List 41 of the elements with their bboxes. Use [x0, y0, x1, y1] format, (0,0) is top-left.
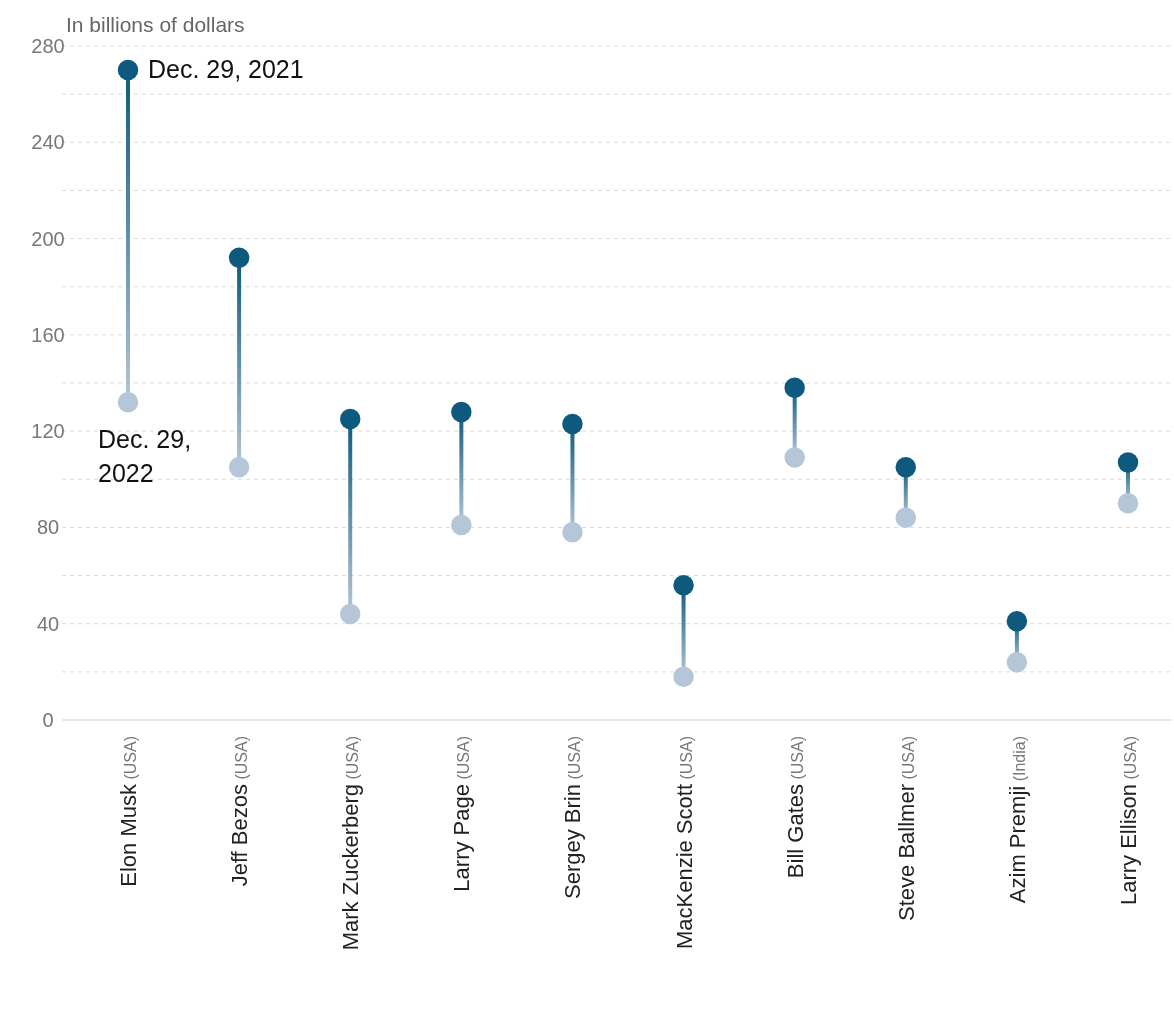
y-tick-label: 80 — [36, 516, 60, 539]
point — [673, 666, 694, 687]
point — [451, 514, 472, 536]
x-tick-label: Elon Musk (USA) — [116, 736, 141, 887]
point — [117, 59, 139, 81]
point — [784, 377, 805, 399]
point — [228, 457, 250, 478]
point — [228, 247, 250, 269]
x-tick-label: Mark Zuckerberg (USA) — [338, 736, 364, 951]
point — [339, 408, 361, 430]
point — [784, 447, 805, 468]
x-tick-label: MacKenzie Scott (USA) — [671, 736, 697, 950]
point — [562, 522, 583, 543]
x-tick-label: Jeff Bezos (USA) — [227, 736, 253, 887]
x-tick-label: Sergey Brin (USA) — [560, 736, 586, 899]
y-tick-label: 200 — [31, 227, 65, 250]
y-tick-label: 160 — [31, 323, 65, 346]
x-tick-label: Steve Ballmer (USA) — [893, 736, 919, 921]
point — [895, 507, 917, 529]
series-label: Dec. 29, 2022 — [98, 425, 192, 488]
point — [117, 392, 139, 413]
x-tick-label: Larry Page (USA) — [449, 736, 475, 892]
point — [339, 603, 361, 625]
point — [562, 413, 583, 435]
y-tick-label: 120 — [31, 420, 65, 443]
series-label: Dec. 29, 2021 — [148, 55, 304, 84]
point — [1117, 452, 1139, 473]
point — [451, 401, 472, 423]
y-tick-label: 0 — [42, 709, 54, 731]
x-tick-label: Bill Gates (USA) — [782, 736, 808, 879]
point — [673, 574, 694, 596]
x-tick-label: Larry Ellison (USA) — [1116, 736, 1141, 906]
y-axis-title: In billions of dollars — [66, 13, 245, 36]
point — [1006, 611, 1028, 632]
point — [1006, 652, 1028, 673]
y-tick-label: 280 — [31, 35, 65, 57]
y-tick-label: 240 — [31, 131, 65, 154]
point — [1117, 493, 1139, 514]
y-tick-label: 40 — [36, 612, 60, 635]
point — [895, 457, 917, 478]
x-tick-label: Azim Premji (India) — [1004, 736, 1030, 904]
